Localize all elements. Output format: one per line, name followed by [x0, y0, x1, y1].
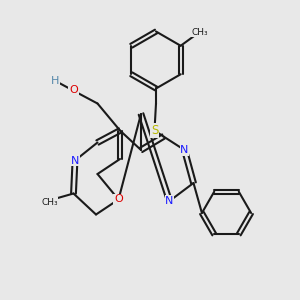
Text: S: S: [151, 124, 158, 137]
Text: N: N: [165, 196, 174, 206]
Text: N: N: [180, 145, 189, 155]
Text: CH₃: CH₃: [192, 28, 208, 37]
Text: N: N: [71, 155, 79, 166]
Text: O: O: [69, 85, 78, 95]
Text: CH₃: CH₃: [41, 198, 58, 207]
Text: H: H: [51, 76, 60, 86]
Text: O: O: [114, 194, 123, 205]
